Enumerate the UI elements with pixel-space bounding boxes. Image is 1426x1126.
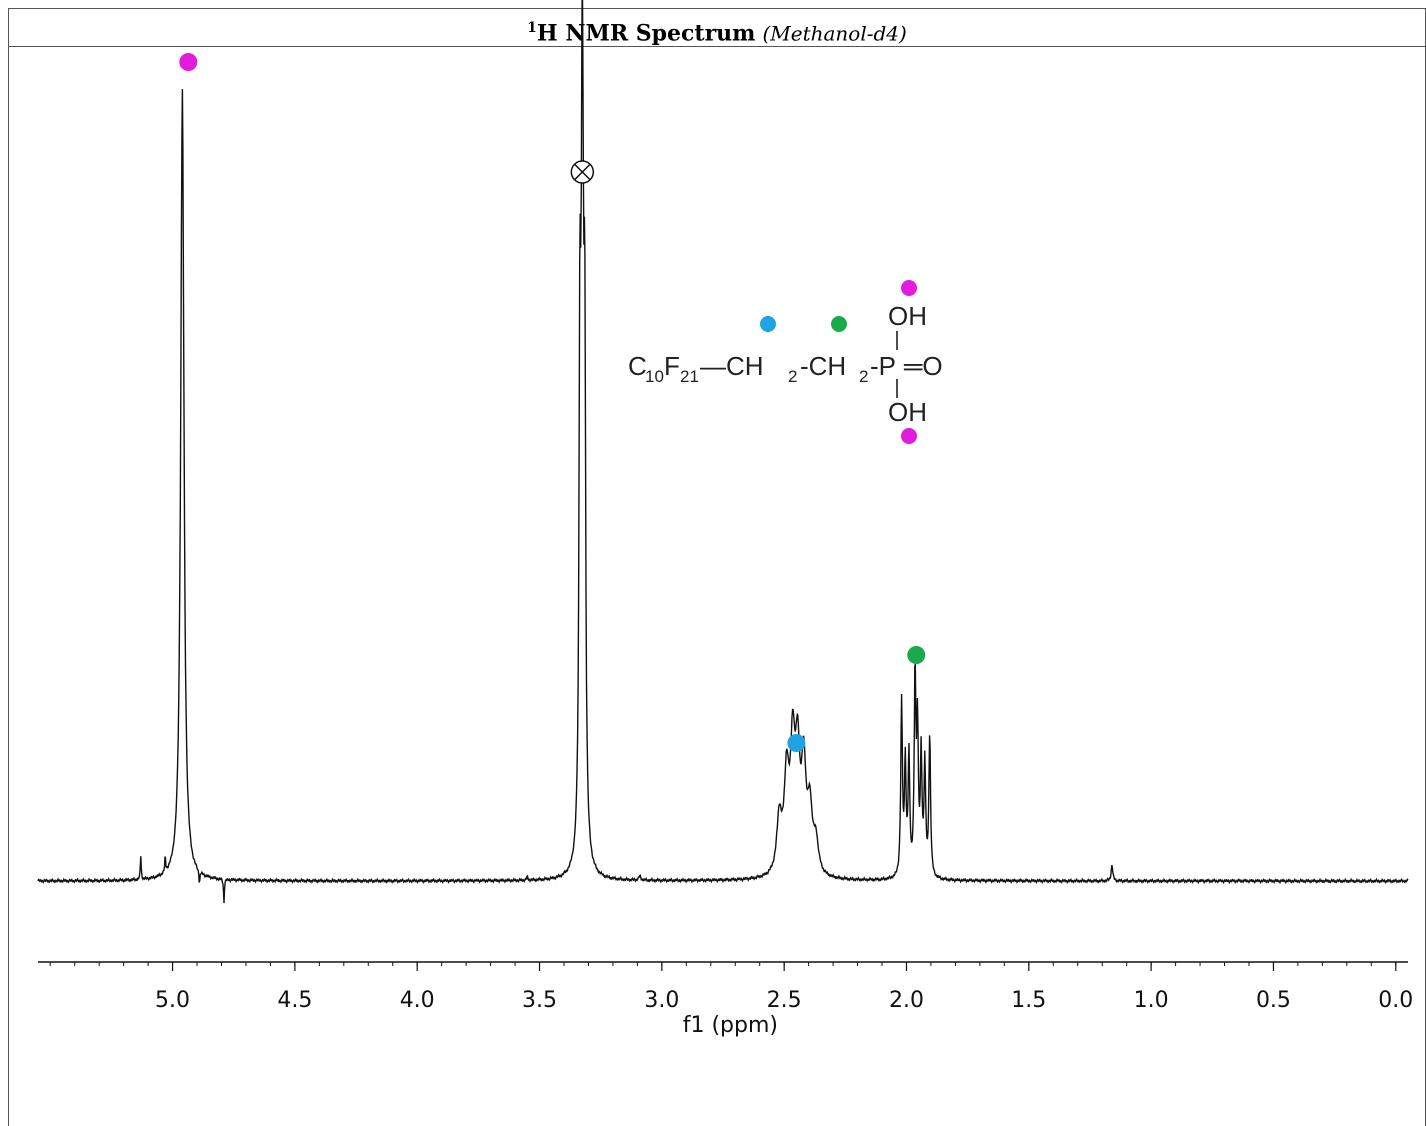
pink-dot-marker	[179, 53, 198, 71]
chart-title: 1H NMR Spectrum (Methanol-d4)	[9, 9, 1425, 47]
mol-carbon: C	[628, 351, 647, 381]
x-tick-label: 1.5	[1011, 988, 1046, 1013]
mol-ch2-second: -CH	[800, 351, 846, 381]
x-tick-label: 0.5	[1256, 988, 1291, 1013]
peak-markers	[179, 53, 926, 752]
blue-dot-marker	[787, 734, 806, 752]
mol-oxo: ═O	[903, 351, 943, 381]
x-axis: 5.0 4.5 4.0 3.5 3.0 2.5 2.0 1.5 1.0 0.5 0.0 f1 (ppm…	[38, 961, 1413, 1038]
mol-oh-top: OH	[888, 301, 927, 331]
mol-dot-pink-bottom	[901, 428, 917, 444]
spectrum-trace	[37, 0, 1409, 904]
solvent-marker-cross	[574, 163, 591, 181]
green-dot-marker	[907, 646, 926, 664]
mol-fluorine: F	[664, 351, 680, 381]
mol-sub-2a: 2	[788, 367, 797, 386]
x-tick-label: 2.5	[767, 988, 802, 1013]
mol-oh-bottom: OH	[888, 397, 927, 427]
mol-phosphorus: -P	[870, 351, 896, 381]
x-axis-title: f1 (ppm)	[683, 1013, 778, 1038]
molecule-structure: C 10 F 21 —CH 2 -CH 2 -P ═O OH OH	[628, 280, 943, 444]
title-superscript: 1	[527, 20, 537, 36]
x-tick-label: 4.5	[277, 988, 312, 1013]
mol-sub-10: 10	[645, 367, 664, 386]
mol-sub-2b: 2	[859, 367, 868, 386]
mol-dot-green	[831, 316, 847, 332]
x-tick-label: 3.5	[522, 988, 557, 1013]
mol-dot-pink-top	[901, 280, 917, 296]
spectrum-layer	[37, 0, 1409, 904]
x-tick-label: 4.0	[400, 988, 435, 1013]
title-solvent: (Methanol-d4)	[762, 21, 907, 46]
x-tick-label: 5.0	[155, 988, 190, 1013]
x-tick-label: 0.0	[1378, 988, 1413, 1013]
x-tick-label: 1.0	[1134, 988, 1169, 1013]
mol-sub-21: 21	[680, 367, 699, 386]
x-tick-label: 2.0	[889, 988, 924, 1013]
mol-ch2-first: —CH	[700, 351, 764, 381]
title-text: H NMR Spectrum	[536, 20, 756, 47]
mol-dot-blue	[760, 316, 776, 332]
x-tick-label: 3.0	[644, 988, 679, 1013]
